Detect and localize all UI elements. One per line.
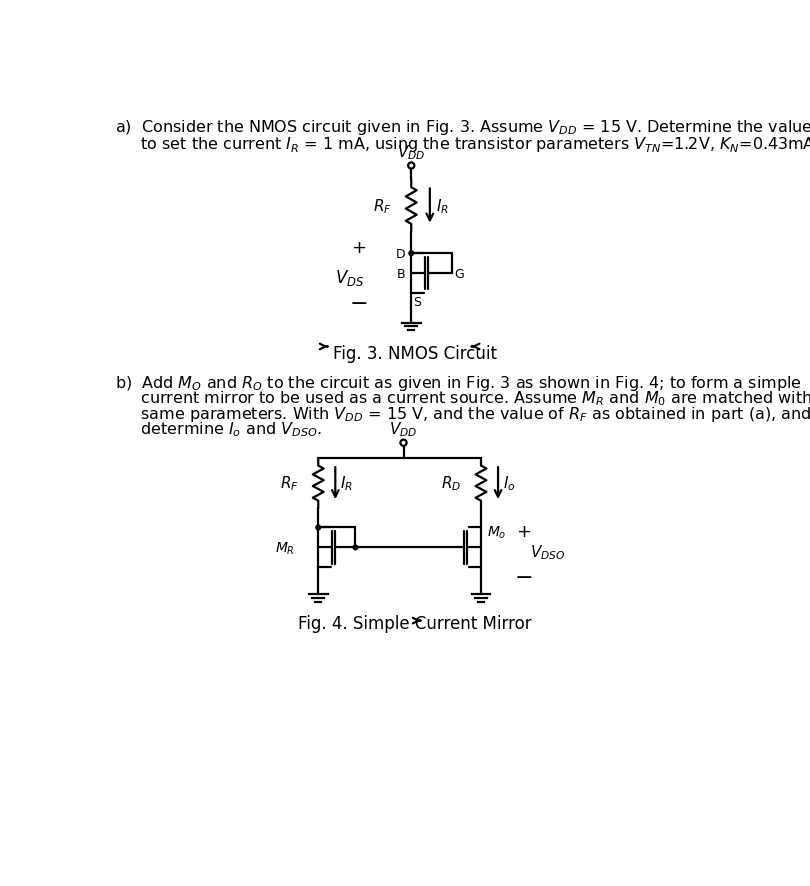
Text: +: + — [516, 523, 531, 540]
Text: current mirror to be used as a current source. Assume $M_R$ and $M_0$ are matche: current mirror to be used as a current s… — [115, 389, 810, 408]
Text: to set the current $I_R$ = 1 mA, using the transistor parameters $V_{TN}$=1.2V, : to set the current $I_R$ = 1 mA, using t… — [115, 133, 810, 155]
Text: b)  Add $M_O$ and $R_O$ to the circuit as given in Fig. 3 as shown in Fig. 4; to: b) Add $M_O$ and $R_O$ to the circuit as… — [115, 374, 802, 393]
Text: $M_R$: $M_R$ — [275, 540, 295, 556]
Text: $V_{DS}$: $V_{DS}$ — [335, 268, 364, 288]
Text: −: − — [514, 567, 533, 587]
Text: $V_{DD}$: $V_{DD}$ — [390, 420, 418, 439]
Text: $R_F$: $R_F$ — [373, 197, 392, 215]
Text: S: S — [414, 296, 421, 308]
Text: $M_o$: $M_o$ — [487, 525, 507, 540]
Text: determine $I_o$ and $V_{DSO}$.: determine $I_o$ and $V_{DSO}$. — [115, 420, 322, 439]
Text: Fig. 3. NMOS Circuit: Fig. 3. NMOS Circuit — [333, 345, 497, 362]
Circle shape — [353, 546, 358, 550]
Text: +: + — [351, 239, 366, 257]
Text: $I_R$: $I_R$ — [340, 474, 353, 493]
Circle shape — [316, 525, 321, 530]
Text: −: − — [349, 293, 368, 314]
Text: Fig. 4. Simple Current Mirror: Fig. 4. Simple Current Mirror — [298, 614, 532, 632]
Text: $V_{DD}$: $V_{DD}$ — [397, 143, 425, 162]
Text: D: D — [395, 247, 405, 260]
Circle shape — [409, 252, 414, 256]
Text: $R_F$: $R_F$ — [280, 474, 299, 493]
Text: same parameters. With $V_{DD}$ = 15 V, and the value of $R_F$ as obtained in par: same parameters. With $V_{DD}$ = 15 V, a… — [115, 405, 810, 424]
Text: B: B — [396, 268, 405, 281]
Text: $I_R$: $I_R$ — [436, 197, 449, 215]
Text: $V_{DSO}$: $V_{DSO}$ — [530, 542, 565, 561]
Text: $R_D$: $R_D$ — [441, 474, 462, 493]
Text: a)  Consider the NMOS circuit given in Fig. 3. Assume $V_{DD}$ = 15 V. Determine: a) Consider the NMOS circuit given in Fi… — [115, 118, 810, 136]
Text: G: G — [454, 268, 463, 281]
Text: $I_o$: $I_o$ — [503, 474, 515, 493]
